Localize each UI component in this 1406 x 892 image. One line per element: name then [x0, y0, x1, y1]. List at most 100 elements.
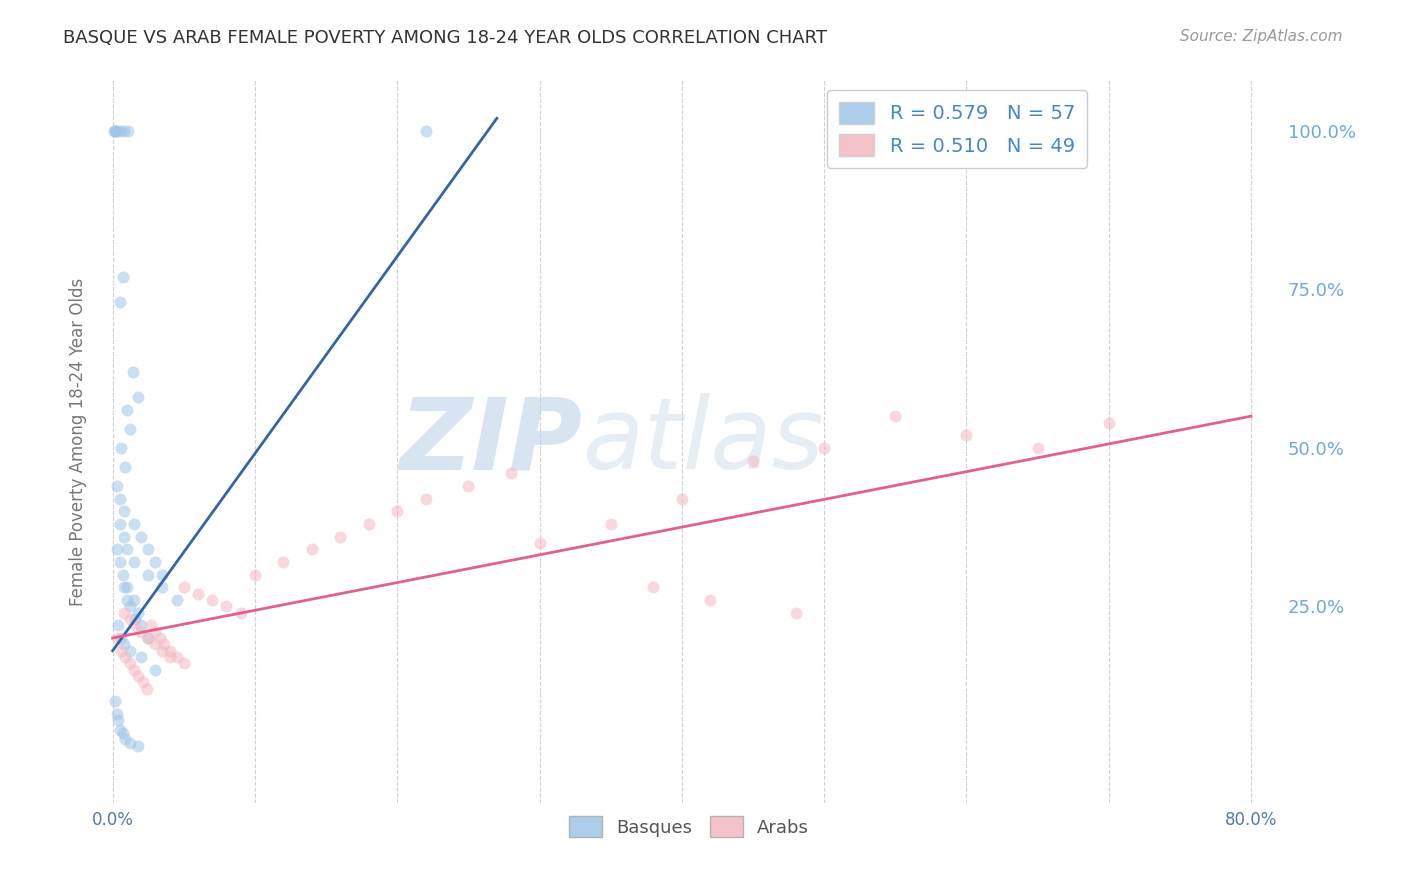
Point: [107, 618, 129, 632]
Point: [499, 467, 522, 481]
Point: [118, 422, 141, 436]
Point: [108, 723, 131, 737]
Y-axis label: Female Poverty Among 18-24 Year Olds: Female Poverty Among 18-24 Year Olds: [69, 277, 87, 606]
Point: [108, 516, 131, 531]
Point: [112, 580, 135, 594]
Point: [152, 643, 174, 657]
Point: [136, 631, 159, 645]
Point: [415, 491, 437, 506]
Point: [115, 402, 138, 417]
Point: [114, 459, 136, 474]
Point: [111, 726, 134, 740]
Point: [273, 555, 295, 569]
Point: [1098, 416, 1121, 430]
Point: [118, 643, 141, 657]
Point: [599, 516, 621, 531]
Point: [173, 580, 195, 594]
Point: [122, 555, 145, 569]
Point: [415, 124, 437, 138]
Point: [152, 580, 174, 594]
Point: [112, 606, 135, 620]
Point: [110, 441, 132, 455]
Point: [124, 618, 146, 632]
Point: [243, 567, 266, 582]
Point: [387, 504, 409, 518]
Point: [149, 631, 172, 645]
Point: [104, 124, 127, 138]
Point: [166, 593, 188, 607]
Point: [136, 542, 159, 557]
Point: [357, 516, 380, 531]
Point: [117, 124, 139, 138]
Point: [127, 390, 149, 404]
Point: [127, 739, 149, 753]
Point: [785, 606, 807, 620]
Point: [129, 618, 152, 632]
Point: [110, 643, 132, 657]
Point: [187, 587, 209, 601]
Text: ZIP: ZIP: [399, 393, 582, 490]
Point: [118, 657, 141, 671]
Point: [114, 732, 136, 747]
Legend: Basques, Arabs: Basques, Arabs: [562, 809, 815, 845]
Point: [153, 637, 176, 651]
Point: [114, 650, 136, 665]
Point: [105, 707, 128, 722]
Point: [127, 606, 149, 620]
Point: [143, 637, 166, 651]
Point: [105, 631, 128, 645]
Point: [115, 542, 138, 557]
Point: [127, 669, 149, 683]
Point: [301, 542, 323, 557]
Point: [112, 124, 135, 138]
Point: [115, 580, 138, 594]
Point: [813, 441, 835, 455]
Point: [104, 124, 127, 138]
Point: [643, 580, 665, 594]
Point: [135, 681, 157, 696]
Point: [143, 663, 166, 677]
Point: [105, 124, 128, 138]
Point: [129, 650, 152, 665]
Point: [1026, 441, 1049, 455]
Point: [201, 593, 224, 607]
Point: [115, 593, 138, 607]
Point: [143, 555, 166, 569]
Point: [104, 694, 127, 708]
Point: [955, 428, 977, 442]
Point: [108, 295, 131, 310]
Point: [110, 631, 132, 645]
Point: [136, 631, 159, 645]
Point: [699, 593, 721, 607]
Point: [122, 663, 145, 677]
Point: [105, 542, 128, 557]
Text: Source: ZipAtlas.com: Source: ZipAtlas.com: [1180, 29, 1343, 44]
Point: [671, 491, 693, 506]
Point: [329, 530, 352, 544]
Point: [131, 675, 153, 690]
Point: [107, 714, 129, 728]
Point: [108, 124, 131, 138]
Point: [112, 530, 135, 544]
Point: [159, 650, 181, 665]
Point: [121, 365, 143, 379]
Point: [108, 491, 131, 506]
Point: [173, 657, 195, 671]
Point: [143, 624, 166, 639]
Point: [129, 624, 152, 639]
Point: [112, 637, 135, 651]
Point: [457, 479, 479, 493]
Text: BASQUE VS ARAB FEMALE POVERTY AMONG 18-24 YEAR OLDS CORRELATION CHART: BASQUE VS ARAB FEMALE POVERTY AMONG 18-2…: [63, 29, 827, 46]
Point: [229, 606, 252, 620]
Point: [742, 453, 765, 467]
Point: [111, 567, 134, 582]
Point: [118, 599, 141, 614]
Point: [884, 409, 907, 424]
Point: [112, 504, 135, 518]
Point: [166, 650, 188, 665]
Point: [152, 567, 174, 582]
Point: [111, 269, 134, 284]
Point: [136, 567, 159, 582]
Point: [124, 612, 146, 626]
Point: [215, 599, 238, 614]
